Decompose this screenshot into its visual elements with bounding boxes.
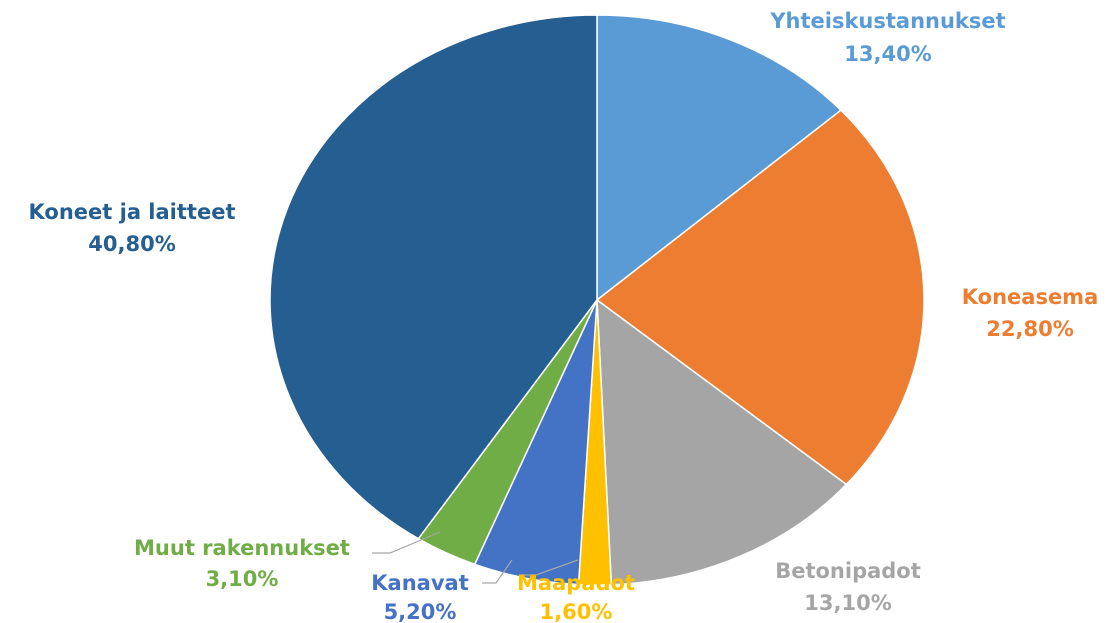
pie-slice [269,14,598,540]
slice-label: Betonipadot [775,559,921,583]
pie-slice [596,14,843,302]
slice-label: Muut rakennukset [134,536,350,560]
leader-line [482,559,513,584]
slice-value-label: 13,40% [844,42,931,66]
slice-value-label: 5,20% [384,600,457,623]
slice-value-label: 1,60% [540,600,613,623]
slice-value-label: 3,10% [206,567,279,591]
slice-label: Koneet ja laitteet [29,200,236,224]
pie-slice [596,298,848,586]
slice-value-label: 22,80% [986,317,1073,341]
slice-label: Yhteiskustannukset [769,9,1005,33]
leader-line [372,531,441,554]
slice-label: Kanavat [371,571,468,595]
slice-label: Koneasema [962,285,1099,309]
pie [269,14,925,586]
slice-value-label: 13,10% [804,591,891,615]
slice-label: Maapadot [517,571,635,595]
leader-line [522,559,579,576]
pie-slice [595,109,925,486]
slice-value-label: 40,80% [88,232,175,256]
